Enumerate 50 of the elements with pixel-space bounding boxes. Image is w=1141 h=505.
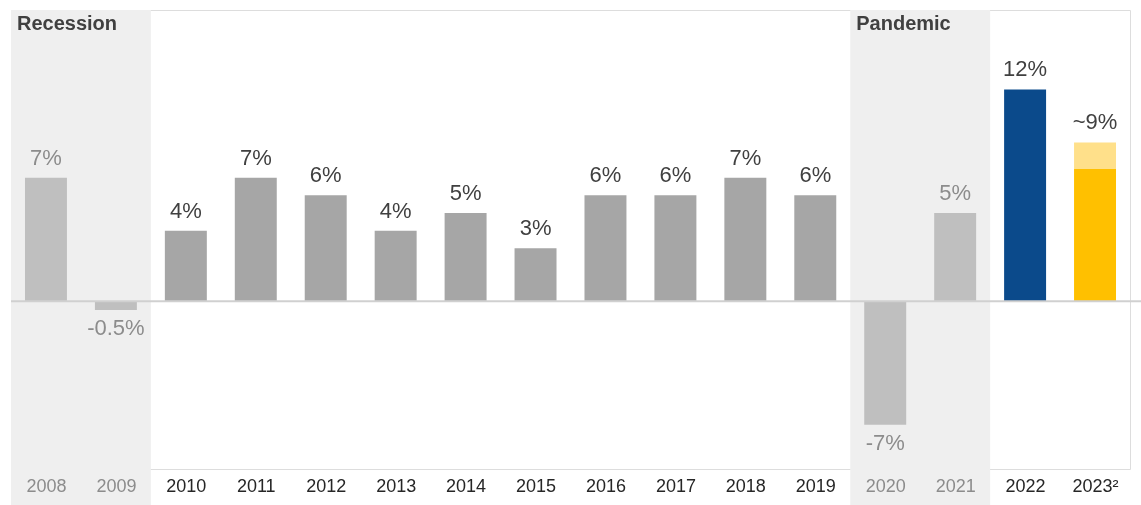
data-label: 7% bbox=[30, 144, 62, 170]
bar bbox=[1074, 168, 1117, 302]
x-tick-label: 2014 bbox=[446, 475, 487, 496]
x-tick-label: 2010 bbox=[166, 475, 207, 496]
bar bbox=[24, 177, 67, 302]
data-label: 6% bbox=[589, 162, 622, 188]
x-tick-label: 2017 bbox=[655, 475, 696, 496]
x-tick-label: 2021 bbox=[935, 475, 976, 496]
bar bbox=[654, 195, 697, 302]
data-label: 4% bbox=[169, 197, 202, 223]
x-tick-label: 2019 bbox=[795, 475, 836, 496]
x-tick-label: 2020 bbox=[865, 475, 906, 496]
bar bbox=[444, 213, 487, 302]
bar bbox=[234, 177, 277, 302]
band-label: Pandemic bbox=[856, 12, 951, 34]
x-tick-label: 2008 bbox=[26, 475, 67, 496]
data-label: 12% bbox=[1003, 56, 1048, 82]
band-label: Recession bbox=[17, 12, 118, 34]
x-tick-label: 2022 bbox=[1005, 475, 1046, 496]
x-tick-label: 2016 bbox=[585, 475, 626, 496]
x-tick-label: 2013 bbox=[376, 475, 417, 496]
x-tick-label: 2023² bbox=[1072, 475, 1119, 496]
data-label: 4% bbox=[379, 197, 412, 223]
total-label: ~9% bbox=[1072, 109, 1118, 135]
data-label: 7% bbox=[729, 144, 762, 170]
x-tick-label: 2018 bbox=[725, 475, 766, 496]
bar bbox=[374, 230, 417, 302]
bar bbox=[724, 177, 767, 302]
data-label: 5% bbox=[449, 180, 482, 206]
bar bbox=[864, 301, 907, 425]
data-label: 3% bbox=[519, 215, 552, 241]
x-tick-label: 2015 bbox=[516, 475, 557, 496]
bar bbox=[794, 195, 837, 302]
bar bbox=[164, 230, 207, 302]
data-label: 6% bbox=[799, 162, 832, 188]
bar bbox=[1074, 142, 1117, 169]
data-label: -0.5% bbox=[87, 315, 145, 341]
x-tick-label: 2011 bbox=[236, 475, 276, 496]
bar bbox=[304, 195, 347, 302]
bar bbox=[934, 213, 977, 302]
data-label: 7% bbox=[239, 144, 272, 170]
data-label: 5% bbox=[939, 180, 972, 206]
data-label: 6% bbox=[659, 162, 692, 188]
data-label: -7% bbox=[865, 429, 905, 455]
bar bbox=[514, 248, 557, 302]
x-tick-label: 2009 bbox=[96, 475, 137, 496]
bar bbox=[584, 195, 627, 302]
x-tick-label: 2012 bbox=[306, 475, 347, 496]
bar bbox=[1004, 89, 1047, 302]
data-label: 6% bbox=[309, 162, 342, 188]
